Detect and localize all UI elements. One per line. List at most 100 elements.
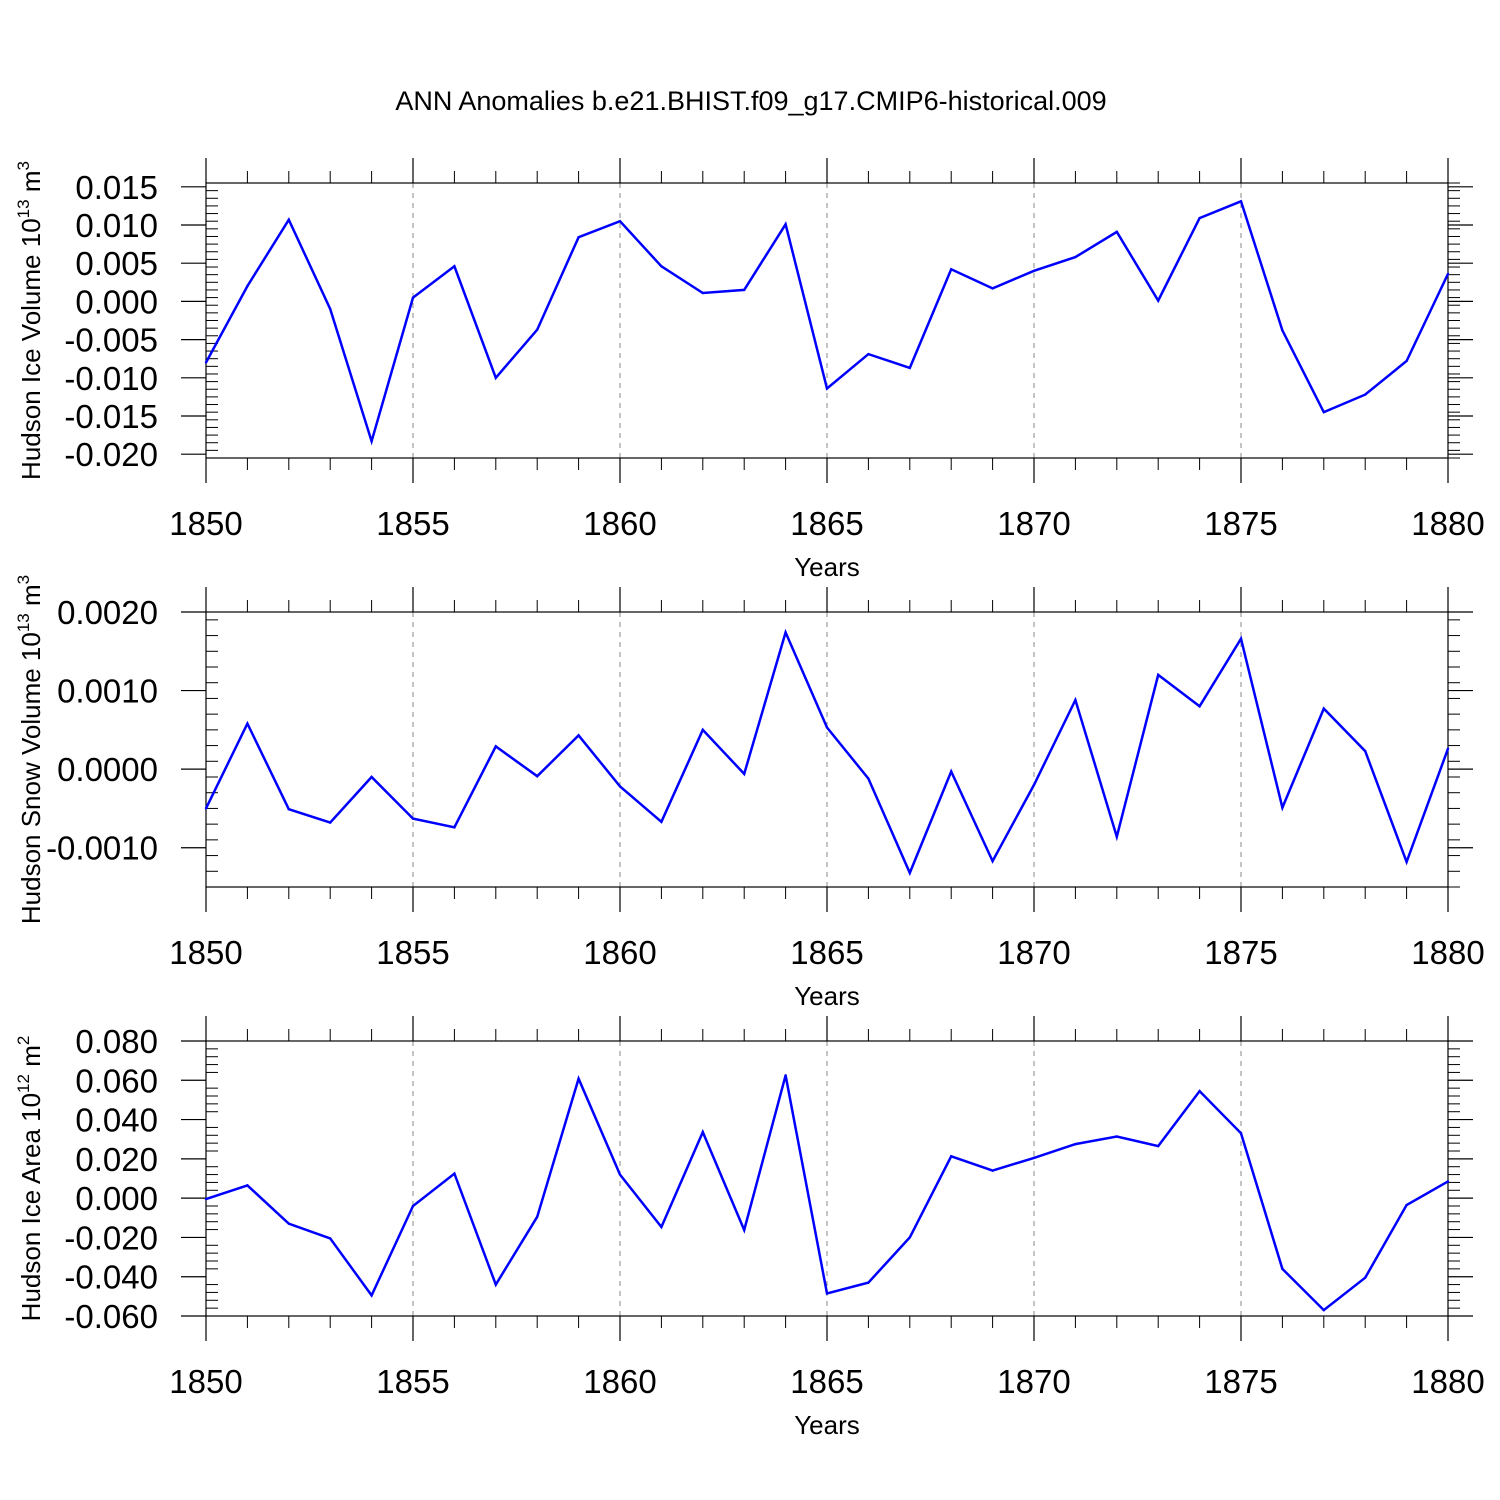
data-point [204, 1197, 208, 1201]
data-point [1157, 299, 1160, 302]
data-point [453, 826, 456, 829]
y-tick-label: 0.0000 [57, 751, 158, 788]
y-axis-label-unit: m [16, 171, 46, 200]
data-point [1074, 698, 1077, 702]
x-axis-label: Years [794, 981, 860, 1011]
y-axis-label-unit: m [16, 584, 46, 613]
data-point [246, 722, 249, 725]
y-tick-label: 0.060 [75, 1062, 158, 1099]
data-point [743, 1228, 746, 1232]
data-point [536, 328, 539, 331]
data-point [1281, 806, 1284, 809]
y-tick-label: 0.080 [75, 1023, 158, 1060]
data-point [1198, 705, 1201, 708]
x-tick-label: 1875 [1204, 505, 1277, 542]
x-tick-label: 1860 [583, 934, 656, 971]
y-tick-label: -0.020 [64, 436, 158, 473]
y-tick-label: 0.000 [75, 1180, 158, 1217]
data-point [950, 268, 953, 271]
data-point [784, 223, 787, 226]
y-tick-label: 0.0020 [57, 594, 158, 631]
data-point [1115, 230, 1119, 234]
data-point [950, 1155, 953, 1158]
data-point [329, 1237, 332, 1240]
panel-3: 1850 1855 1860 1865 1870 1875 1880 -0.060-0.040… [14, 1016, 1485, 1440]
y-tick-label: 0.010 [75, 207, 158, 244]
data-point [370, 439, 373, 443]
data-point [701, 291, 704, 295]
x-axis-label: Years [794, 1410, 860, 1440]
y-axis-label-exponent: 12 [14, 1074, 33, 1093]
data-point [991, 287, 994, 290]
y-axis-label-main: Hudson Snow Volume 10 [16, 632, 46, 924]
data-point [991, 1169, 994, 1172]
x-tick-label: 1880 [1411, 1363, 1484, 1400]
y-tick-label: -0.0010 [46, 830, 158, 867]
y-axis-label-unit-exponent: 3 [14, 161, 33, 170]
data-point [908, 871, 911, 875]
x-tick-label: 1880 [1411, 505, 1484, 542]
x-axis-label: Years [794, 552, 860, 582]
data-point [411, 296, 415, 299]
data-point [1281, 329, 1284, 332]
chart-title: ANN Anomalies b.e21.BHIST.f09_g17.CMIP6-… [395, 86, 1106, 116]
x-tick-label: 1855 [376, 934, 449, 971]
y-axis-label-main: Hudson Ice Area 10 [16, 1093, 46, 1321]
y-tick-label: -0.010 [64, 360, 158, 397]
data-point [618, 785, 622, 788]
data-point [743, 288, 746, 292]
data-point [494, 376, 497, 379]
data-point [453, 265, 456, 268]
x-tick-label: 1870 [997, 934, 1070, 971]
data-point [370, 1294, 373, 1297]
data-point [577, 734, 580, 737]
y-axis-label-main: Hudson Ice Volume 10 [16, 218, 46, 480]
data-point [453, 1172, 456, 1175]
data-point [660, 1225, 663, 1229]
data-point [950, 770, 953, 773]
x-tick-label: 1880 [1411, 934, 1484, 971]
data-point [1446, 272, 1450, 276]
data-point [1032, 269, 1036, 273]
data-point [287, 808, 290, 811]
x-tick-label: 1865 [790, 1363, 863, 1400]
data-point [660, 265, 663, 268]
y-tick-label: -0.005 [64, 322, 158, 359]
data-point [411, 1204, 415, 1208]
data-point [287, 218, 290, 221]
y-axis-label-unit-exponent: 2 [14, 1036, 33, 1045]
data-point [370, 775, 373, 779]
y-tick-label: 0.000 [75, 283, 158, 320]
data-point [1239, 200, 1243, 203]
x-tick-label: 1850 [169, 1363, 242, 1400]
chart-panels: 1850 1855 1860 1865 1870 1875 1880-0.020-0.015… [14, 158, 1485, 1440]
y-tick-label: 0.020 [75, 1141, 158, 1178]
y-axis-label: Hudson Ice Volume 1013 m3 [14, 161, 46, 480]
data-point [1281, 1267, 1284, 1271]
x-tick-label: 1855 [376, 505, 449, 542]
data-point [1074, 255, 1077, 259]
data-point [1157, 1144, 1160, 1148]
data-point [1115, 835, 1119, 838]
data-point [867, 352, 870, 356]
data-point [411, 817, 415, 820]
panel-2: 1850 1855 1860 1865 1870 1875 1880 -0.0010 0.000… [14, 575, 1485, 1011]
data-point [1322, 1308, 1326, 1312]
y-tick-label: 0.0010 [57, 673, 158, 710]
data-point [1239, 1132, 1243, 1135]
x-tick-label: 1850 [169, 505, 242, 542]
data-point [825, 387, 829, 390]
data-point [536, 775, 539, 778]
y-axis-label-unit-exponent: 3 [14, 575, 33, 584]
data-point [1157, 673, 1160, 677]
data-point [204, 807, 208, 810]
data-point [908, 1236, 911, 1239]
data-point [1405, 860, 1408, 864]
data-point [1446, 1180, 1450, 1183]
data-point [1032, 1156, 1036, 1160]
y-tick-label: -0.040 [64, 1259, 158, 1296]
data-point [204, 361, 208, 364]
x-tick-label: 1860 [583, 505, 656, 542]
panel-1: 1850 1855 1860 1865 1870 1875 1880 -0.020-0.015… [14, 158, 1485, 582]
